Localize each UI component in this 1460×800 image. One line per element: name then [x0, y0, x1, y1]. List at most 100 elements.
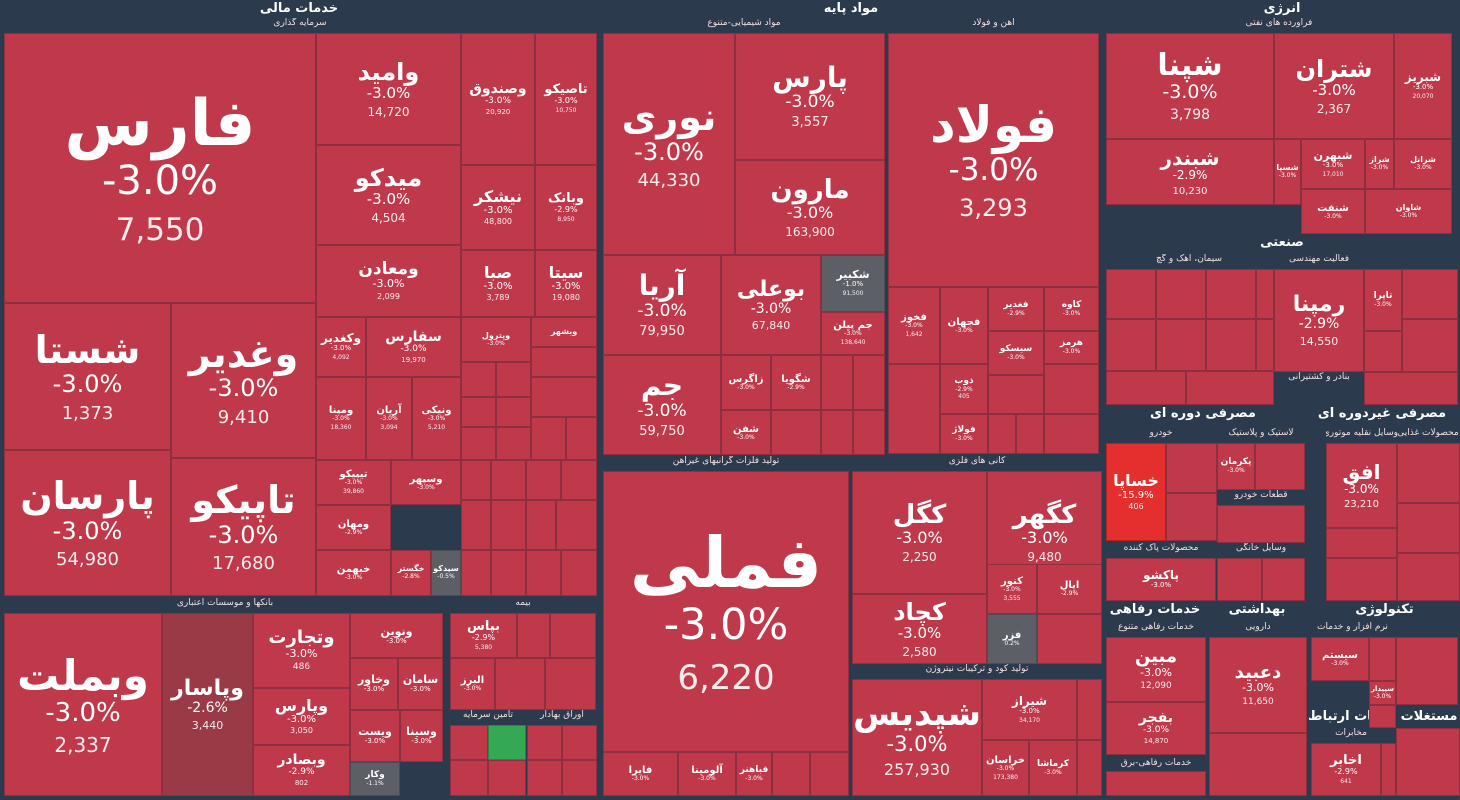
filler-tile[interactable]	[1106, 771, 1206, 796]
filler-tile[interactable]	[461, 397, 496, 427]
filler-tile[interactable]	[853, 410, 885, 455]
filler-tile[interactable]	[1156, 269, 1206, 319]
stock-tile[interactable]: وپارس -3.0% 3,050	[253, 688, 350, 745]
filler-tile[interactable]	[1396, 728, 1460, 796]
filler-tile[interactable]	[1326, 528, 1397, 558]
stock-tile[interactable]: خساپا -15.9% 406	[1106, 443, 1166, 541]
stock-tile[interactable]: مارون -3.0% 163,900	[735, 160, 885, 255]
stock-tile[interactable]: وپترول -3.0%	[461, 317, 531, 362]
stock-tile[interactable]: پاکشو -3.0%	[1106, 558, 1216, 601]
filler-tile[interactable]	[853, 355, 885, 410]
filler-tile[interactable]	[1396, 637, 1458, 705]
filler-tile[interactable]	[491, 460, 526, 500]
filler-tile[interactable]	[772, 752, 810, 796]
stock-tile[interactable]: سامان -3.0%	[398, 658, 443, 710]
stock-tile[interactable]: شستا -3.0% 1,373	[4, 303, 171, 450]
stock-tile[interactable]: آریان -3.0% 3,094	[366, 377, 412, 460]
stock-tile[interactable]: میدکو -3.0% 4,504	[316, 145, 461, 245]
stock-tile[interactable]: بپاس -2.9% 5,380	[450, 613, 517, 658]
filler-tile[interactable]	[496, 397, 531, 427]
filler-tile[interactable]	[517, 613, 550, 658]
stock-tile[interactable]: فزر 0.2%	[987, 614, 1037, 664]
stock-tile[interactable]: شبهرن -3.0% 17,010	[1301, 139, 1365, 189]
filler-tile[interactable]	[531, 347, 597, 377]
stock-tile[interactable]: شیراز -3.0% 34,170	[982, 679, 1077, 740]
filler-tile[interactable]	[1106, 269, 1156, 319]
filler-tile[interactable]	[1369, 637, 1396, 681]
filler-tile[interactable]	[1044, 414, 1099, 454]
stock-tile[interactable]: ونیکی -3.0% 5,210	[412, 377, 461, 460]
stock-tile[interactable]: اپال -2.9%	[1037, 564, 1102, 614]
filler-tile[interactable]	[1037, 614, 1102, 664]
filler-tile[interactable]	[488, 725, 526, 760]
filler-tile[interactable]	[450, 725, 488, 760]
stock-tile[interactable]: شفن -3.0%	[721, 410, 771, 455]
filler-tile[interactable]	[1397, 553, 1460, 601]
stock-tile[interactable]: تاپیکو -3.0% 17,680	[171, 458, 316, 596]
stock-tile[interactable]: نوری -3.0% 44,330	[603, 33, 735, 255]
stock-tile[interactable]: ومهان -2.9%	[316, 505, 391, 550]
filler-tile[interactable]	[1397, 443, 1460, 503]
filler-tile[interactable]	[1364, 331, 1402, 372]
stock-tile[interactable]: جم پیلن -3.0% 138,640	[821, 312, 885, 355]
stock-tile[interactable]: وامید -3.0% 14,720	[316, 33, 461, 145]
stock-tile[interactable]: سفارس -3.0% 19,970	[366, 317, 461, 377]
stock-tile[interactable]: خگستر -2.8%	[391, 550, 431, 596]
stock-tile[interactable]: ومپنا -3.0% 18,360	[316, 377, 366, 460]
stock-tile[interactable]: وکغدیر -3.0% 4,092	[316, 317, 366, 377]
filler-tile[interactable]	[1106, 371, 1186, 405]
filler-tile[interactable]	[561, 550, 597, 596]
stock-tile[interactable]: پارس -3.0% 3,557	[735, 33, 885, 160]
filler-tile[interactable]	[1206, 319, 1256, 371]
stock-tile[interactable]: بوعلی -3.0% 67,840	[721, 255, 821, 355]
filler-tile[interactable]	[461, 550, 491, 596]
stock-tile[interactable]: وسپهر -3.0%	[391, 460, 461, 505]
filler-tile[interactable]	[556, 500, 597, 550]
stock-tile[interactable]: شرانل -3.0%	[1394, 139, 1452, 189]
stock-tile[interactable]: ومعادن -3.0% 2,099	[316, 245, 461, 317]
filler-tile[interactable]	[488, 760, 526, 796]
stock-tile[interactable]: وکار -1.1%	[350, 762, 400, 796]
filler-tile[interactable]	[988, 414, 1016, 454]
stock-tile[interactable]: وبشهر	[531, 317, 597, 347]
stock-tile[interactable]: رمپنا -2.9% 14,550	[1274, 269, 1364, 372]
filler-tile[interactable]	[821, 355, 853, 410]
filler-tile[interactable]	[566, 417, 597, 460]
filler-tile[interactable]	[491, 500, 526, 550]
filler-tile[interactable]	[1077, 740, 1102, 796]
stock-tile[interactable]: وتجارت -3.0% 486	[253, 613, 350, 688]
filler-tile[interactable]	[1397, 503, 1460, 553]
stock-tile[interactable]: شگویا -2.9%	[771, 355, 821, 410]
stock-tile[interactable]: سیتا -3.0% 19,080	[535, 250, 597, 317]
filler-tile[interactable]	[821, 410, 853, 455]
stock-tile[interactable]: فجهان -3.0%	[940, 287, 988, 364]
filler-tile[interactable]	[491, 550, 526, 596]
stock-tile[interactable]: شتران -3.0% 2,367	[1274, 33, 1394, 139]
filler-tile[interactable]	[496, 362, 531, 397]
stock-tile[interactable]: افق -3.0% 23,210	[1326, 443, 1397, 528]
filler-tile[interactable]	[545, 658, 596, 710]
filler-tile[interactable]	[461, 427, 496, 460]
filler-tile[interactable]	[1186, 371, 1274, 405]
filler-tile[interactable]	[1206, 269, 1256, 319]
stock-tile[interactable]: فولاد -3.0% 3,293	[888, 33, 1099, 287]
filler-tile[interactable]	[1016, 414, 1044, 454]
stock-tile[interactable]: کنور -3.0% 3,555	[987, 564, 1037, 614]
stock-tile[interactable]: آریا -3.0% 79,950	[603, 255, 721, 355]
stock-tile[interactable]: وبملت -3.0% 2,337	[4, 613, 162, 796]
filler-tile[interactable]	[450, 760, 488, 796]
filler-tile[interactable]	[1217, 505, 1305, 543]
stock-tile[interactable]: فملی -3.0% 6,220	[603, 471, 849, 752]
filler-tile[interactable]	[1402, 319, 1458, 372]
stock-tile[interactable]: پارسان -3.0% 54,980	[4, 450, 171, 596]
filler-tile[interactable]	[1209, 733, 1307, 796]
filler-tile[interactable]	[461, 500, 491, 550]
stock-tile[interactable]: آلومینا -3.0%	[678, 752, 736, 796]
filler-tile[interactable]	[1364, 372, 1458, 405]
stock-tile[interactable]: سیستم -3.0%	[1311, 637, 1369, 681]
filler-tile[interactable]	[988, 375, 1044, 414]
stock-tile[interactable]: صبا -3.0% 3,789	[461, 250, 535, 317]
filler-tile[interactable]	[1156, 319, 1206, 371]
filler-tile[interactable]	[526, 460, 561, 500]
stock-tile[interactable]: وصندوق -3.0% 20,920	[461, 33, 535, 165]
